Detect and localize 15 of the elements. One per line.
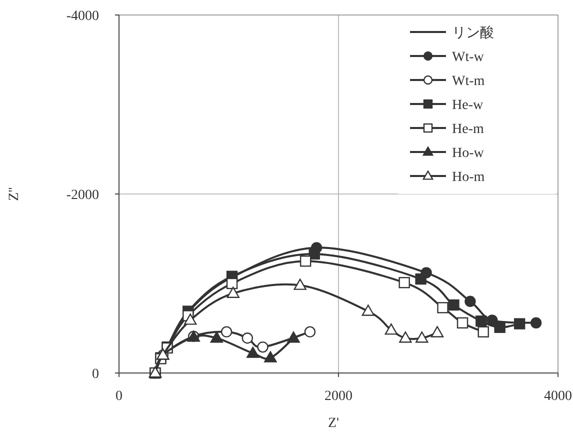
legend-label: He-w	[452, 98, 484, 113]
legend-label: Ho-m	[452, 170, 485, 185]
y-tick-label: 0	[92, 367, 99, 382]
x-axis-title: Z'	[328, 416, 340, 431]
y-tick-label: -4000	[66, 9, 99, 24]
y-axis-title: Z''	[7, 187, 22, 201]
x-tick-label: 2000	[324, 389, 352, 404]
legend-label: Wt-w	[452, 50, 485, 65]
y-tick-label: -2000	[66, 188, 99, 203]
x-tick-label: 4000	[544, 389, 572, 404]
x-tick-label: 0	[116, 389, 122, 404]
legend-label: リン酸	[452, 25, 494, 41]
legend-label: Ho-w	[452, 146, 485, 161]
legend-label: Wt-m	[452, 74, 485, 89]
legend-label: He-m	[452, 122, 484, 137]
